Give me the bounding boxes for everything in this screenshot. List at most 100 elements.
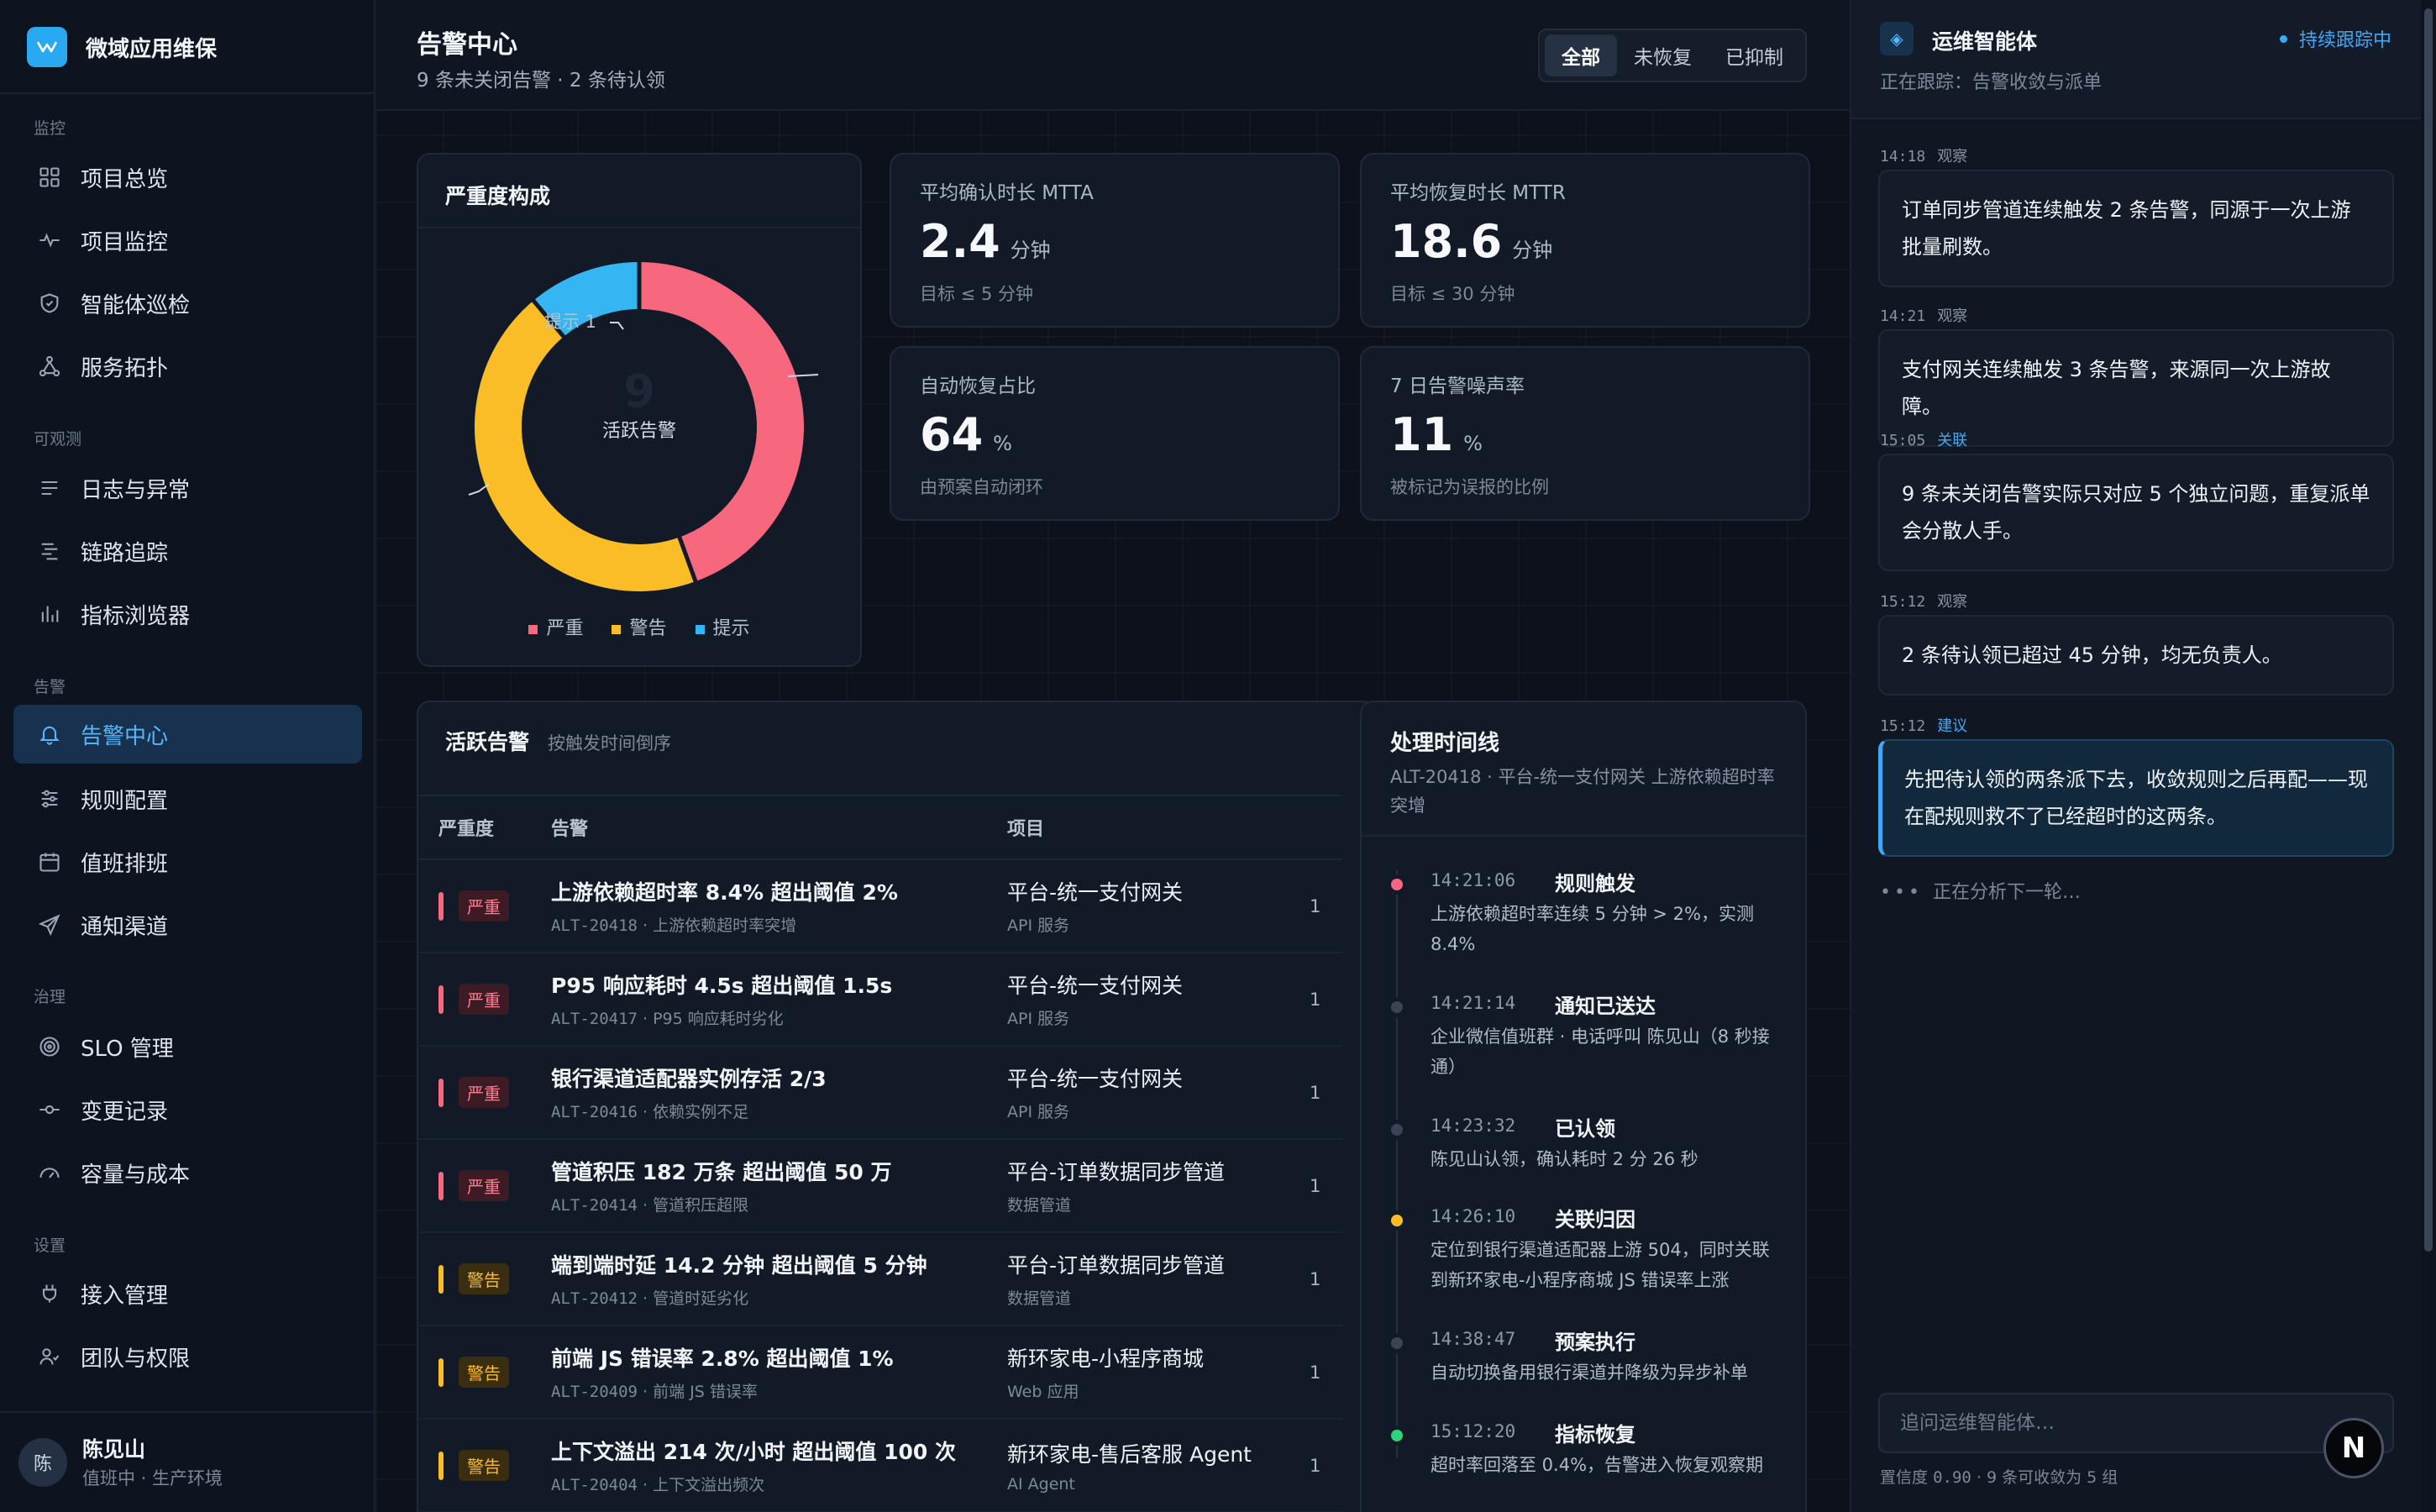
donut-slice-info[interactable] [533,262,640,338]
alert-title[interactable]: 银行渠道适配器实例存活 2/3 [551,1067,827,1091]
sidebar-item-alert-center[interactable]: 告警中心 [13,705,362,764]
severity-cell: 警告 [418,1232,551,1326]
kpi-card-mtta: 平均确认时长 MTTA 2.4 分钟 目标 ≤ 5 分钟 [890,153,1340,328]
severity-badge: 警告 [459,1450,509,1481]
message-meta: 15:05 关联 [1880,432,1968,449]
sidebar-item-label: 指标浏览器 [81,603,191,629]
divider [1362,835,1805,837]
sidebar-item-team[interactable]: 团队与权限 [13,1327,362,1386]
column-header-project[interactable]: 项目 [1007,795,1310,860]
user-status: 值班中 · 生产环境 [82,1468,223,1488]
message-meta: 15:12 观察 [1880,593,1968,611]
sidebar-item-capacity[interactable]: 容量与成本 [13,1143,362,1202]
table-row[interactable]: 严重 管道积压 182 万条 超出阈值 50 万 ALT-20414 · 管道积压超… [418,1139,1342,1233]
alert-title[interactable]: 管道积压 182 万条 超出阈值 50 万 [551,1160,892,1184]
send-icon [35,911,64,939]
filter-segmented-control: 全部 未恢复 已抑制 [1538,29,1807,82]
sidebar-item-agent-patrol[interactable]: 智能体巡检 [13,274,362,333]
severity-cell: 警告 [418,1326,551,1420]
message-meta: 14:18 观察 [1880,148,1968,165]
sidebar-item-tracing[interactable]: 链路追踪 [13,522,362,580]
alert-cell: P95 响应耗时 4.5s 超出阈值 1.5s ALT-20417 · P95 响… [551,953,1007,1047]
table-row[interactable]: 警告 前端 JS 错误率 2.8% 超出阈值 1% ALT-20409 · 前端 J… [418,1326,1342,1420]
sidebar-item-slo[interactable]: SLO 管理 [13,1017,362,1076]
filter-unrecovered-button[interactable]: 未恢复 [1634,47,1692,69]
alert-title[interactable]: 前端 JS 错误率 2.8% 超出阈值 1% [551,1347,894,1371]
project-name: 平台-统一支付网关 [1007,1067,1184,1091]
extra-cell: 1 [1310,1326,1342,1420]
timeline-dot [1391,1337,1403,1349]
sidebar-item-channels[interactable]: 通知渠道 [13,895,362,954]
project-cell: 平台-统一支付网关 API 服务 [1007,859,1310,953]
alert-title[interactable]: P95 响应耗时 4.5s 超出阈值 1.5s [551,974,893,998]
alert-title[interactable]: 上游依赖超时率 8.4% 超出阈值 2% [551,880,898,905]
alert-title[interactable]: 端到端时延 14.2 分钟 超出阈值 5 分钟 [551,1253,927,1278]
card-title: 处理时间线 [1390,731,1500,756]
user-name: 陈见山 [82,1437,146,1462]
event-description: 上游依赖超时率连续 5 分钟 > 2%，实测 8.4% [1431,904,1754,954]
project-type: AI Agent [1007,1474,1075,1494]
column-header-severity[interactable]: 严重度 [418,795,551,860]
sidebar-item-label: 值班排班 [81,851,169,877]
slice-separator [677,535,698,583]
table-row[interactable]: 警告 上下文溢出 214 次/小时 超出阈值 100 次 ALT-20404 · 上… [418,1419,1342,1512]
table-row[interactable]: 严重 上游依赖超时率 8.4% 超出阈值 2% ALT-20418 · 上游依赖超时… [418,859,1342,953]
project-type: 数据管道 [1007,1196,1072,1215]
sidebar-item-project-overview[interactable]: 项目总览 [13,148,362,207]
kpi-value: 64% [920,408,1012,461]
sidebar-item-label: 规则配置 [81,788,169,814]
column-header-extra[interactable] [1310,795,1342,860]
alert-title[interactable]: 上下文溢出 214 次/小时 超出阈值 100 次 [551,1440,957,1464]
alert-cell: 上游依赖超时率 8.4% 超出阈值 2% ALT-20418 · 上游依赖超时率突… [551,859,1007,953]
donut-slice-warning[interactable] [475,300,696,591]
alert-cell: 银行渠道适配器实例存活 2/3 ALT-20416 · 依赖实例不足 [551,1046,1007,1140]
timeline-card: 处理时间线 ALT-20418 · 平台-统一支付网关 上游依赖超时率突增 14… [1360,701,1807,1512]
filter-suppressed-button[interactable]: 已抑制 [1725,47,1783,69]
project-type: 数据管道 [1007,1289,1072,1308]
sidebar-item-rules[interactable]: 规则配置 [13,769,362,828]
sidebar-item-logs[interactable]: 日志与异常 [13,459,362,517]
table-row[interactable]: 严重 银行渠道适配器实例存活 2/3 ALT-20416 · 依赖实例不足 平台-统一… [418,1046,1342,1140]
nav-section-monitor: 监控 [34,119,66,138]
tracking-status[interactable]: 持续跟踪中 [2280,25,2391,52]
alert-meta: ALT-20417 · P95 响应耗时劣化 [551,1010,784,1028]
sidebar-item-integrations[interactable]: 接入管理 [13,1264,362,1323]
scrollbar-thumb[interactable] [2424,8,2433,1252]
commit-icon [35,1095,64,1124]
column-header-alert[interactable]: 告警 [551,795,1007,860]
alert-cell: 前端 JS 错误率 2.8% 超出阈值 1% ALT-20409 · 前端 JS … [551,1326,1007,1420]
avatar[interactable]: 陈 [18,1438,67,1487]
kpi-note: 被标记为误报的比例 [1390,477,1549,497]
sidebar-item-label: 通知渠道 [81,914,169,940]
extra-value: 1 [1310,1455,1321,1476]
kpi-note: 目标 ≤ 5 分钟 [920,284,1033,304]
severity-card: 严重度构成 9 活跃告警 提示 1 严重 警告 提示 [417,153,862,667]
sidebar-item-project-monitor[interactable]: 项目监控 [13,211,362,270]
severity-bar [438,1451,444,1480]
event-title: 指标恢复 [1555,1423,1635,1446]
kpi-label: 7 日告警噪声率 [1390,375,1525,397]
alert-cell: 上下文溢出 214 次/小时 超出阈值 100 次 ALT-20404 · 上下文… [551,1419,1007,1512]
n-badge-button[interactable]: N [2323,1418,2384,1478]
sidebar-item-oncall[interactable]: 值班排班 [13,832,362,891]
topology-icon [35,352,64,381]
pulse-icon [35,226,64,255]
scrollbar[interactable] [2421,0,2436,1512]
filter-all-button[interactable]: 全部 [1545,34,1617,76]
bar-chart-icon [35,600,64,628]
sidebar-item-changes[interactable]: 变更记录 [13,1080,362,1139]
severity-badge: 严重 [459,1170,509,1201]
donut-slice-critical[interactable] [638,262,804,582]
slice-label-info: 提示 1 [544,312,596,332]
table-row[interactable]: 严重 P95 响应耗时 4.5s 超出阈值 1.5s ALT-20417 · P95… [418,953,1342,1047]
brand[interactable]: 微域应用维保 [27,25,217,69]
sidebar-item-metrics[interactable]: 指标浏览器 [13,585,362,643]
legend-swatch [612,624,622,634]
severity-cell: 严重 [418,953,551,1047]
agent-question-input[interactable] [1878,1393,2394,1453]
project-type: API 服务 [1007,916,1070,935]
table-row[interactable]: 警告 端到端时延 14.2 分钟 超出阈值 5 分钟 ALT-20412 · 管道时… [418,1232,1342,1326]
sidebar-item-label: 链路追踪 [81,540,169,566]
sidebar-item-service-topology[interactable]: 服务拓扑 [13,337,362,396]
card-subtitle: ALT-20418 · 平台-统一支付网关 上游依赖超时率突增 [1390,767,1775,816]
